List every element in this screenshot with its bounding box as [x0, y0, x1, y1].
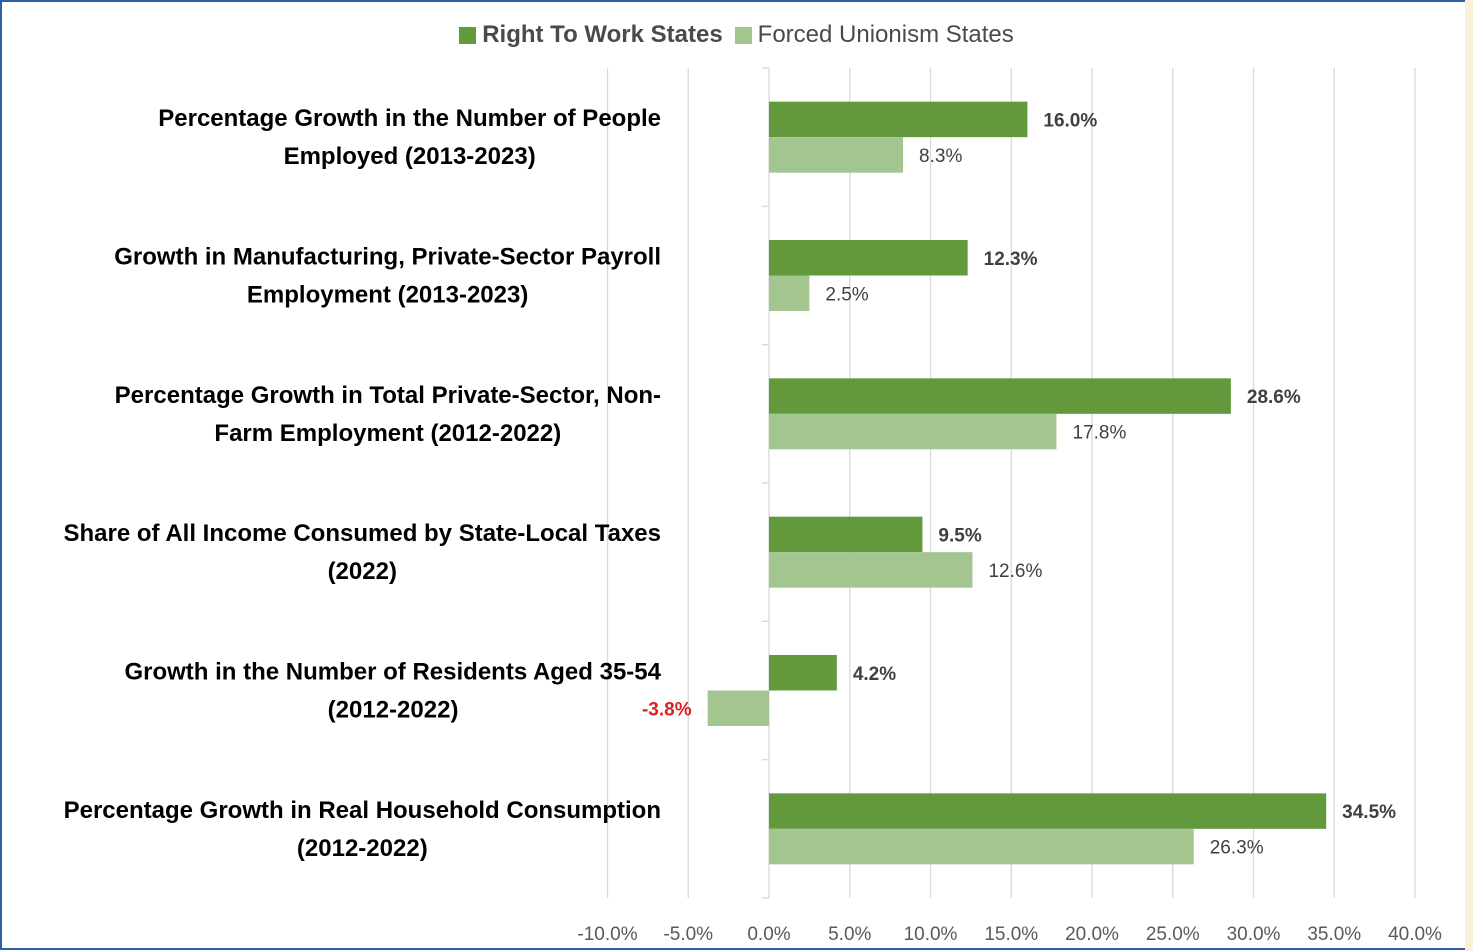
legend-swatch-forced-unionism [734, 26, 752, 44]
legend-label-right-to-work: Right To Work States [482, 21, 723, 48]
legend-item-forced-unionism: Forced Unionism States [734, 21, 1014, 49]
legend-item-right-to-work: Right To Work States [459, 21, 723, 49]
legend-label-forced-unionism: Forced Unionism States [757, 21, 1014, 48]
chart-legend: Right To Work States Forced Unionism Sta… [0, 20, 1473, 50]
legend-swatch-right-to-work [459, 26, 477, 44]
page-edge [1465, 0, 1473, 951]
